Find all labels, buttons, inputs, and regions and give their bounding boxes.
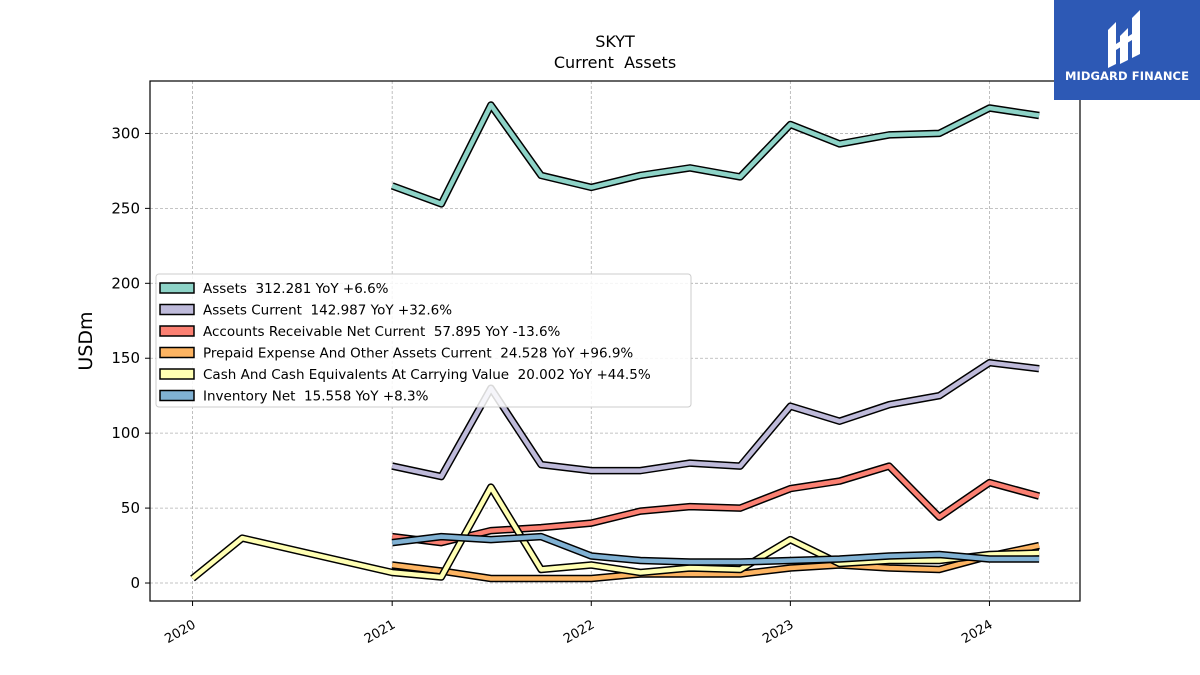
series-line [191, 484, 1040, 581]
series-prepaid-expense-and-other-assets-current [391, 541, 1040, 583]
series-line [391, 102, 1040, 207]
series-assets [390, 101, 1040, 208]
legend-entry: Cash And Cash Equivalents At Carrying Va… [203, 367, 651, 383]
series-cash-and-cash-equivalents-at-carrying-value [190, 483, 1040, 582]
legend-swatch [159, 303, 195, 316]
legend-box [155, 273, 692, 408]
chart-title: SKYT [595, 32, 635, 51]
y-axis-label: USDm [75, 311, 97, 370]
logo-mark-icon [1108, 10, 1140, 68]
x-tick-label: 2022 [561, 617, 597, 647]
legend-swatch [159, 389, 195, 402]
plot-frame [149, 80, 1081, 602]
legend-swatch [159, 368, 195, 380]
y-tick-label: 50 [121, 499, 140, 517]
y-tick-label: 250 [111, 199, 140, 217]
series-line-outline [190, 483, 1040, 582]
x-tick-label: 2021 [362, 617, 398, 647]
series-inventory-net [391, 532, 1040, 566]
x-tick-label: 2023 [760, 617, 796, 647]
legend-swatch [159, 346, 195, 359]
legend: Assets 312.281 YoY +6.6% Assets Current 1… [155, 273, 692, 408]
series-line [391, 534, 1040, 565]
legend-entry: Accounts Receivable Net Current 57.895 Y… [203, 324, 561, 340]
y-tick-label: 300 [111, 124, 140, 142]
series-accounts-receivable-net-current [391, 462, 1041, 547]
series-line [391, 543, 1040, 581]
series-line-outline [390, 101, 1040, 208]
y-tick-label: 100 [111, 424, 140, 442]
x-tick-label: 2020 [162, 617, 198, 647]
legend-entry: Inventory Net 15.558 YoY +8.3% [203, 389, 429, 405]
x-tick-label: 2024 [959, 617, 995, 647]
y-tick-label: 0 [130, 574, 140, 592]
legend-entry: Assets Current 142.987 YoY +32.6% [203, 303, 452, 319]
series-line [391, 463, 1040, 545]
logo: MIDGARD FINANCE [1054, 0, 1200, 100]
y-tick-label: 200 [111, 274, 140, 292]
legend-entry: Assets 312.281 YoY +6.6% [203, 281, 389, 297]
legend-swatch [159, 282, 195, 294]
chart-subtitle: Current Assets [554, 53, 676, 72]
logo-text: MIDGARD FINANCE [1064, 69, 1190, 83]
legend-swatch [159, 325, 195, 337]
legend-entry: Prepaid Expense And Other Assets Current… [203, 346, 633, 362]
y-tick-label: 150 [111, 349, 140, 367]
